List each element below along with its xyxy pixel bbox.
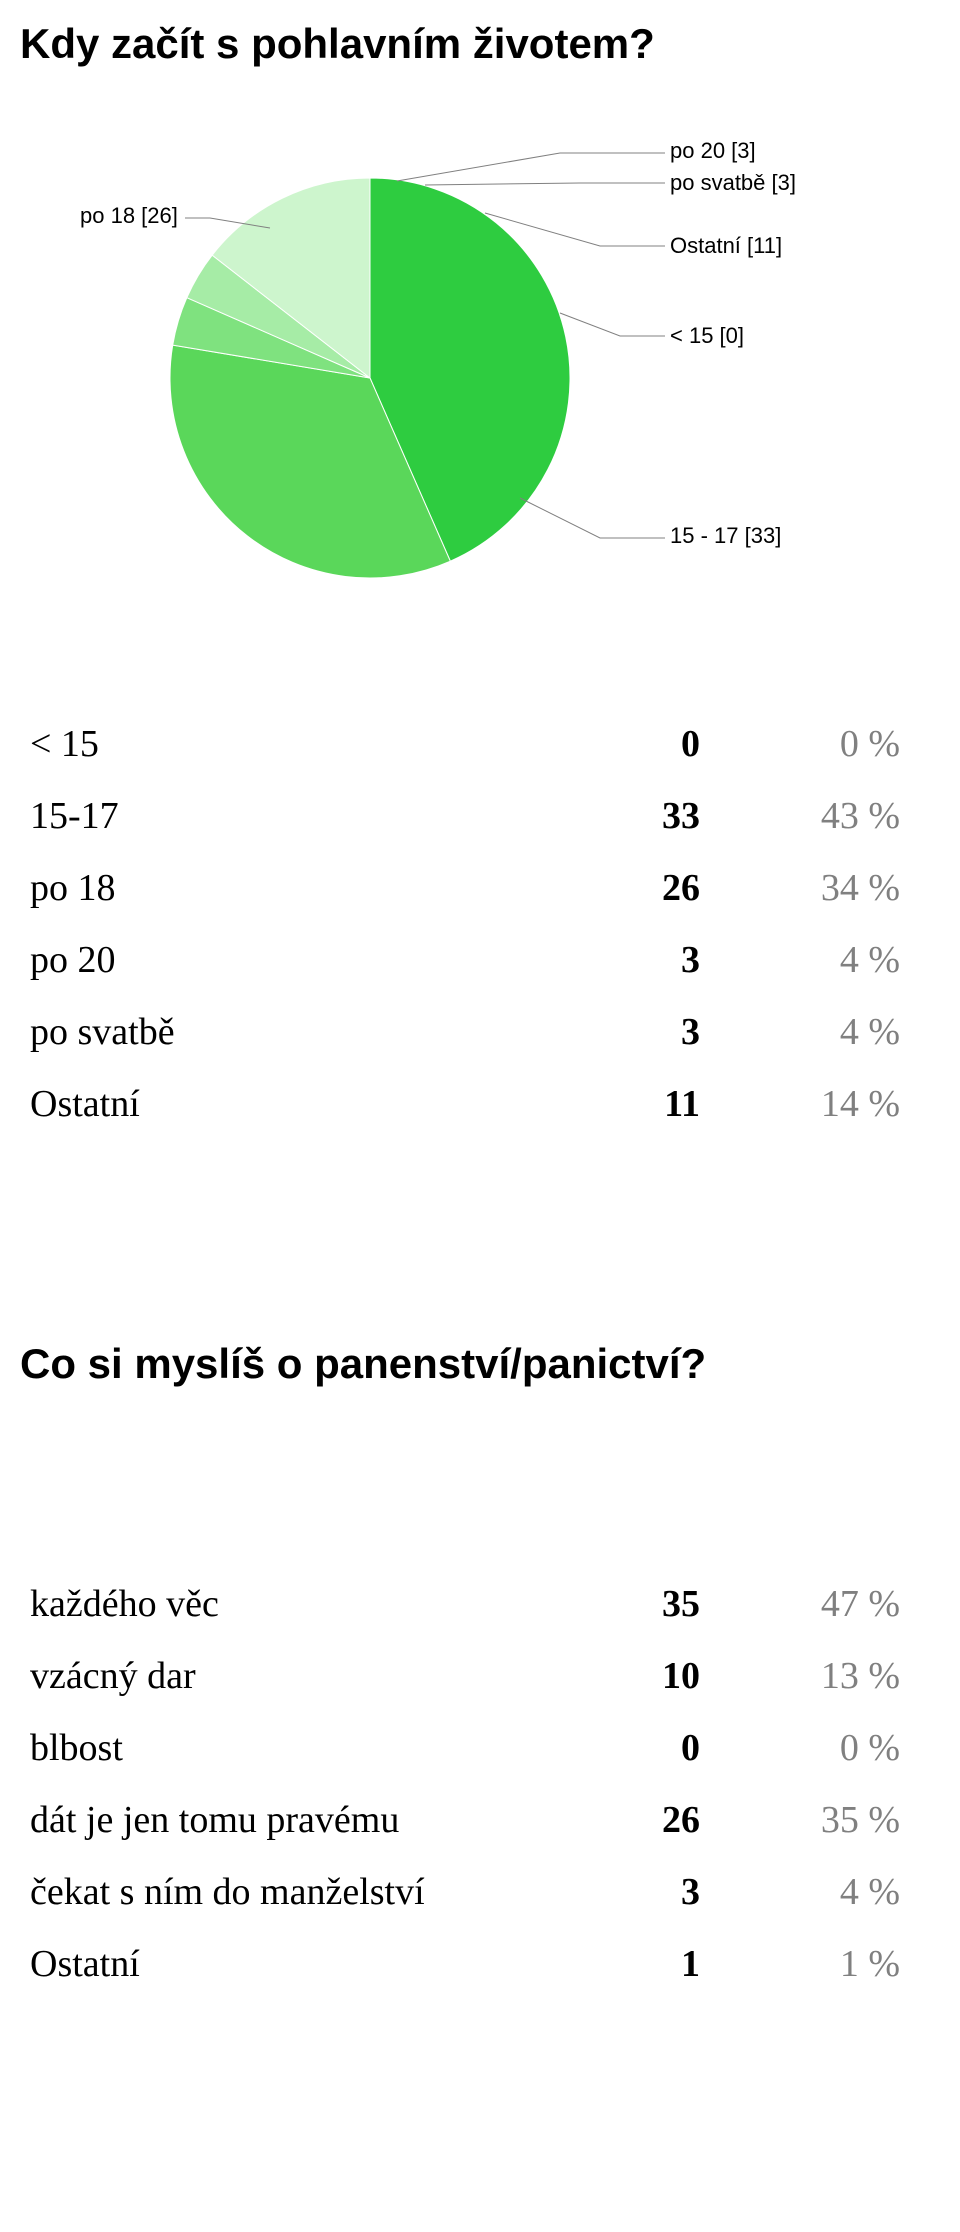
table2-label: každého věc	[30, 1568, 550, 1640]
table2-label: dát je jen tomu pravému	[30, 1784, 550, 1856]
table1-label: po svatbě	[30, 996, 550, 1068]
table1-row: po 2034 %	[30, 924, 900, 996]
section2-table: každého věc3547 %vzácný dar1013 %blbost0…	[30, 1568, 940, 2000]
pie-label-ostatni: Ostatní [11]	[670, 233, 782, 259]
table2-row: každého věc3547 %	[30, 1568, 900, 1640]
table1-label: < 15	[30, 708, 550, 780]
leader-posvatbe	[425, 183, 665, 185]
table2-pct: 47 %	[700, 1568, 900, 1640]
table1-label: 15-17	[30, 780, 550, 852]
table2-count: 0	[550, 1712, 700, 1784]
pie-label-po18: po 18 [26]	[80, 203, 178, 229]
section-gap	[20, 1140, 940, 1340]
table2-row: Ostatní11 %	[30, 1928, 900, 2000]
table2-pct: 35 %	[700, 1784, 900, 1856]
table2-pct: 4 %	[700, 1856, 900, 1928]
section1-title: Kdy začít s pohlavním životem?	[20, 20, 940, 68]
table2-label: Ostatní	[30, 1928, 550, 2000]
pie-leader-lines	[40, 118, 940, 618]
table2-pct: 1 %	[700, 1928, 900, 2000]
leader-15-17	[520, 498, 665, 538]
table1-pct: 43 %	[700, 780, 900, 852]
table2-count: 35	[550, 1568, 700, 1640]
table1-count: 26	[550, 852, 700, 924]
table1-count: 3	[550, 996, 700, 1068]
table1-row: po 182634 %	[30, 852, 900, 924]
section2-title: Co si myslíš o panenství/panictví?	[20, 1340, 940, 1388]
section2-spacer	[20, 1388, 940, 1538]
table2-count: 26	[550, 1784, 700, 1856]
table1-row: < 1500 %	[30, 708, 900, 780]
section1-table: < 1500 %15-173343 %po 182634 %po 2034 %p…	[30, 708, 940, 1140]
table1-pct: 4 %	[700, 924, 900, 996]
table1-label: po 18	[30, 852, 550, 924]
table2-label: čekat s ním do manželství	[30, 1856, 550, 1928]
table2-count: 1	[550, 1928, 700, 2000]
table2-row: dát je jen tomu pravému2635 %	[30, 1784, 900, 1856]
table2-label: vzácný dar	[30, 1640, 550, 1712]
table2-row: vzácný dar1013 %	[30, 1640, 900, 1712]
pie-label-po20: po 20 [3]	[670, 138, 756, 164]
table2-label: blbost	[30, 1712, 550, 1784]
table2-row: čekat s ním do manželství34 %	[30, 1856, 900, 1928]
table1-count: 0	[550, 708, 700, 780]
table1-pct: 4 %	[700, 996, 900, 1068]
table1-pct: 0 %	[700, 708, 900, 780]
table2-row: blbost00 %	[30, 1712, 900, 1784]
pie-chart-block: 15 - 17 [33] po 18 [26] po 20 [3] po svatbě…	[40, 118, 940, 618]
table1-count: 11	[550, 1068, 700, 1140]
table1-label: Ostatní	[30, 1068, 550, 1140]
table1-count: 33	[550, 780, 700, 852]
table1-label: po 20	[30, 924, 550, 996]
table1-count: 3	[550, 924, 700, 996]
pie-label-lt15: < 15 [0]	[670, 323, 744, 349]
pie-chart-wrap: 15 - 17 [33] po 18 [26] po 20 [3] po svatbě…	[40, 118, 940, 618]
table1-pct: 14 %	[700, 1068, 900, 1140]
table2-pct: 13 %	[700, 1640, 900, 1712]
table2-count: 3	[550, 1856, 700, 1928]
leader-po18	[185, 218, 270, 228]
table1-row: Ostatní1114 %	[30, 1068, 900, 1140]
table2-count: 10	[550, 1640, 700, 1712]
table1-row: po svatbě34 %	[30, 996, 900, 1068]
table1-row: 15-173343 %	[30, 780, 900, 852]
pie-label-15-17: 15 - 17 [33]	[670, 523, 781, 549]
table1-pct: 34 %	[700, 852, 900, 924]
leader-ostatni	[485, 213, 665, 246]
leader-po20	[397, 153, 665, 181]
pie-label-posvatbe: po svatbě [3]	[670, 170, 796, 196]
leader-lt15	[560, 313, 665, 336]
table2-pct: 0 %	[700, 1712, 900, 1784]
